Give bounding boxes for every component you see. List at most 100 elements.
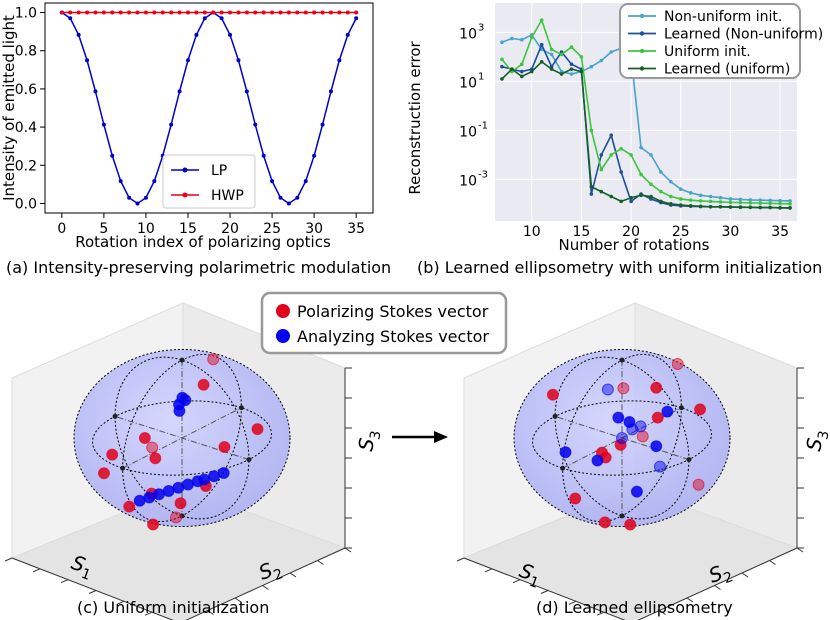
data-point-lp	[85, 58, 90, 63]
axis-s2-tick	[234, 597, 242, 603]
data-point-lp	[253, 122, 258, 127]
y-tick-label: 10	[459, 26, 477, 42]
x-tick-label: 20	[221, 221, 239, 237]
legend-series-label: Learned (uniform)	[664, 62, 790, 78]
panel-b-legend: Non-uniform init. Learned (Non-uniform)Un…	[619, 3, 823, 79]
analyzing-stokes-point	[630, 485, 643, 498]
data-point-0	[569, 72, 574, 76]
x-tick-label: 30	[722, 224, 740, 240]
x-tick-label: 35	[347, 221, 365, 237]
data-point-2	[629, 153, 633, 157]
data-point-lp	[303, 179, 308, 184]
polarizing-stokes-point	[598, 516, 611, 529]
sphere-axis-endpoint	[112, 413, 118, 419]
data-point-3	[768, 205, 772, 210]
data-point-lp	[312, 153, 317, 158]
data-point-2	[539, 18, 544, 22]
transition-arrow	[392, 431, 448, 443]
x-tick-label: 15	[573, 224, 591, 240]
axis-s1-tick	[144, 611, 153, 616]
data-point-lp	[110, 153, 115, 158]
data-point-hwp	[127, 10, 132, 15]
data-point-2	[619, 146, 623, 151]
data-point-hwp	[143, 10, 148, 15]
legend-lp-label: LP	[211, 163, 227, 179]
legend-lp-marker	[182, 167, 188, 173]
data-point-hwp	[76, 10, 81, 15]
data-point-3	[788, 206, 792, 210]
x-tick-label: 30	[305, 221, 323, 237]
y-tick-label: 0.6	[15, 82, 37, 98]
panel-a-chart: 0 5 10 15 20 25 30 35 0.0 0.2 0.4 0.6 0.8 1.0 Rotatio…	[0, 2, 374, 251]
analyzing-stokes-point	[616, 432, 628, 444]
data-point-hwp	[354, 10, 359, 15]
data-point-0	[768, 198, 772, 203]
meridian-circle-yz	[554, 356, 690, 520]
analyzing-stokes-point	[217, 467, 230, 480]
data-point-hwp	[110, 10, 115, 15]
data-point-2	[758, 201, 763, 205]
data-point-hwp	[253, 10, 258, 15]
legend-series-marker	[639, 31, 645, 36]
sphere-axis-endpoint	[238, 405, 244, 411]
panel-a-ylabel: Intensity of emitted light	[0, 15, 18, 201]
data-point-lp	[76, 32, 81, 37]
data-point-0	[688, 191, 693, 195]
data-point-hwp	[337, 10, 342, 15]
axis-s2-tick	[796, 547, 804, 553]
polarizing-stokes-point	[138, 431, 151, 444]
data-point-3	[589, 184, 594, 189]
polarizing-stokes-point	[146, 441, 159, 454]
data-point-3	[619, 199, 623, 204]
data-point-hwp	[236, 10, 241, 15]
data-point-lp	[185, 58, 190, 63]
polarizing-stokes-point	[207, 353, 220, 366]
data-point-2	[678, 197, 683, 201]
x-tick-label: 10	[523, 224, 541, 240]
polarizing-stokes-point	[123, 500, 136, 513]
analyzing-stokes-point	[559, 446, 572, 459]
axis-s1-tick	[456, 557, 465, 562]
data-point-2	[698, 199, 703, 203]
panel-c-caption: (c) Uniform initialization	[77, 598, 270, 617]
polarizing-stokes-point	[97, 467, 110, 480]
data-point-hwp	[244, 10, 249, 15]
sphere-axis-endpoint	[120, 465, 126, 471]
analyzing-stokes-point	[623, 415, 636, 428]
data-point-lp	[202, 16, 207, 21]
axis-s1-tick	[32, 568, 41, 573]
data-point-hwp	[211, 10, 216, 15]
data-point-3	[678, 203, 683, 207]
data-point-0	[738, 197, 743, 202]
axis-s2-tick	[686, 597, 694, 603]
data-point-hwp	[270, 10, 275, 15]
axis-s3-label-main: S	[353, 436, 379, 453]
data-point-2	[649, 182, 653, 187]
data-point-hwp	[312, 10, 317, 15]
y-tick-label: 0.0	[15, 196, 37, 212]
y-tick-label: 10	[459, 75, 477, 91]
data-point-2	[688, 198, 693, 202]
data-point-2	[529, 35, 534, 40]
data-point-2	[669, 194, 673, 199]
data-point-2	[569, 45, 574, 49]
data-point-lp	[270, 179, 275, 184]
legend-series-label: Learned (Non-uniform)	[664, 27, 823, 43]
data-point-hwp	[261, 10, 266, 15]
data-point-3	[698, 204, 703, 209]
data-point-lp	[93, 89, 98, 94]
data-point-3	[649, 194, 653, 199]
analyzing-stokes-point	[653, 460, 666, 473]
analyzing-stokes-point	[173, 404, 186, 417]
legend-polarizing-marker	[276, 304, 290, 318]
data-point-2	[520, 62, 524, 67]
data-point-0	[609, 50, 614, 54]
sphere-axis-endpoint	[246, 457, 252, 463]
data-point-2	[738, 200, 743, 205]
data-point-1	[539, 42, 544, 47]
data-point-3	[559, 72, 564, 76]
data-point-0	[778, 198, 782, 203]
axis-s2-tick	[769, 560, 776, 565]
